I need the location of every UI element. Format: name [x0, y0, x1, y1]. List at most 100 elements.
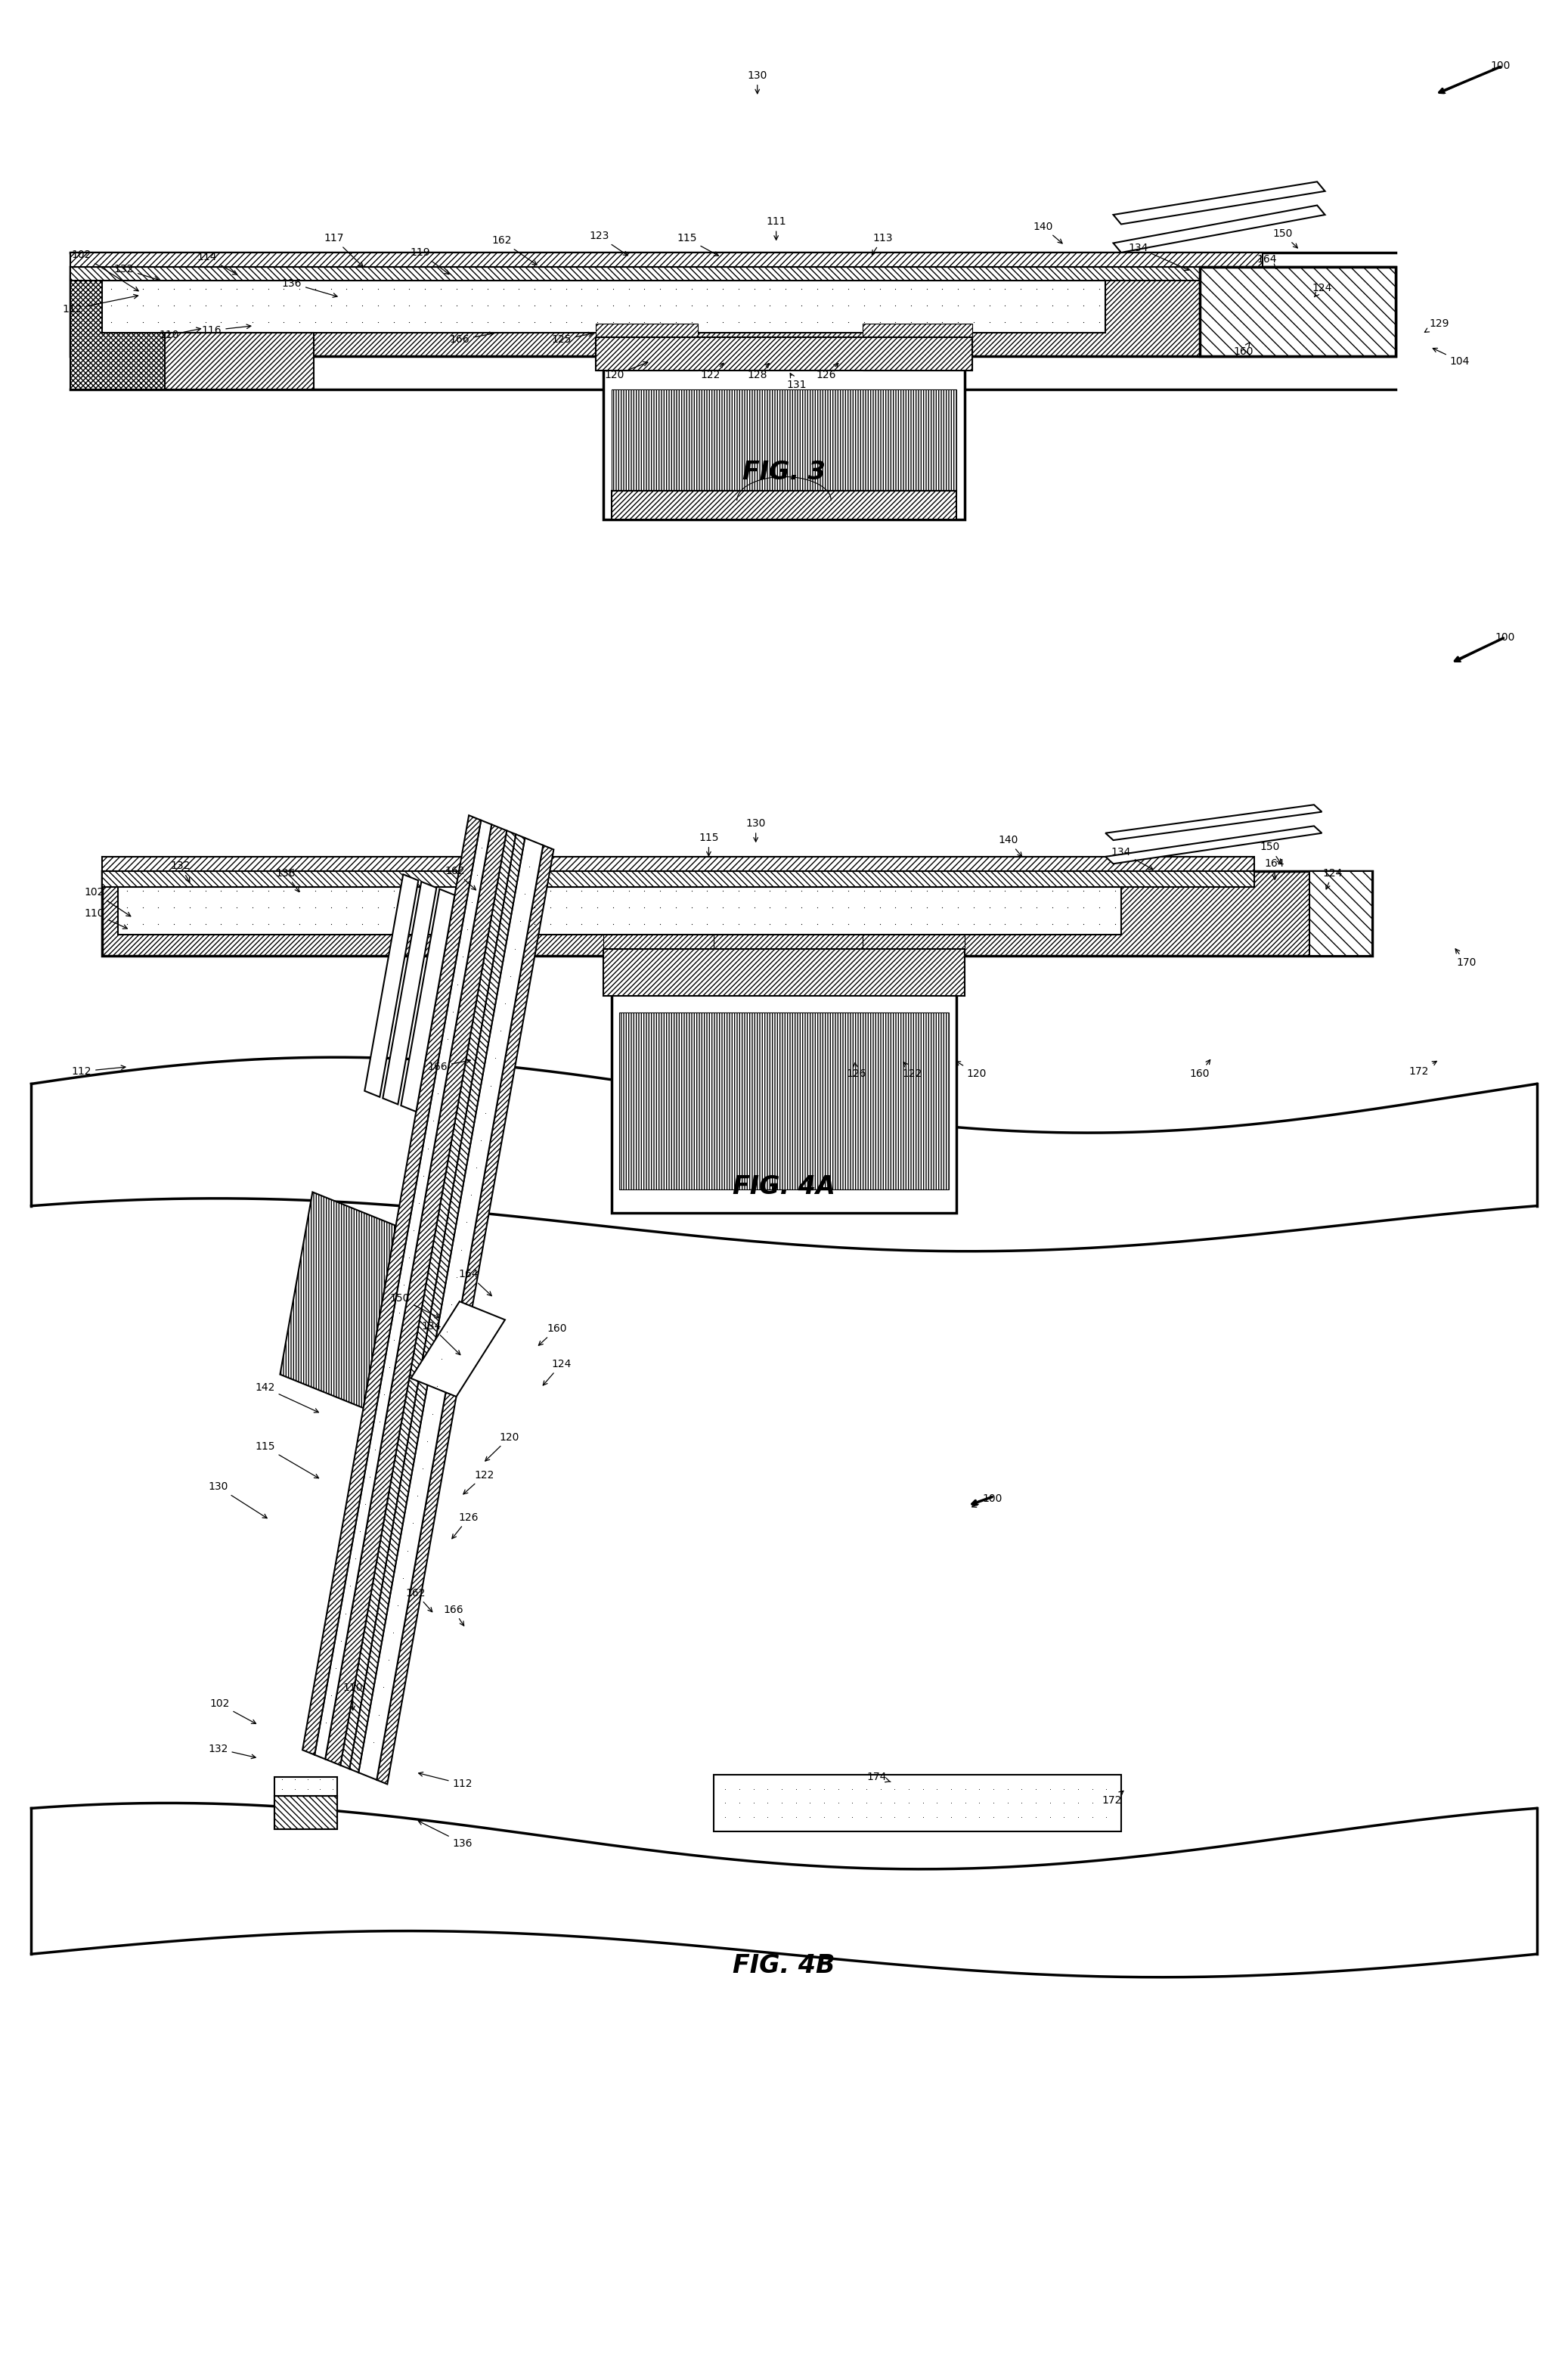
Text: 102: 102	[72, 250, 138, 290]
Polygon shape	[315, 821, 492, 1758]
Text: 115: 115	[699, 833, 718, 857]
Text: 160: 160	[1190, 1060, 1210, 1079]
Polygon shape	[340, 831, 516, 1770]
Text: 129: 129	[1425, 319, 1449, 333]
Polygon shape	[1113, 182, 1325, 224]
Text: 132: 132	[171, 861, 190, 883]
Bar	[1309, 871, 1372, 956]
Text: 123: 123	[590, 231, 627, 255]
Bar	[1200, 267, 1396, 356]
Text: 166: 166	[450, 333, 494, 345]
Polygon shape	[303, 814, 481, 1756]
Text: 162: 162	[492, 236, 536, 264]
Text: 102: 102	[210, 1699, 256, 1723]
Bar	[612, 491, 956, 519]
Bar	[604, 899, 713, 956]
Text: 120: 120	[956, 1062, 986, 1079]
Polygon shape	[1113, 205, 1325, 253]
Text: 160: 160	[538, 1324, 566, 1345]
Text: 150: 150	[390, 1293, 439, 1317]
Text: 122: 122	[701, 363, 724, 380]
Text: 100: 100	[972, 1494, 1002, 1508]
Text: 150: 150	[1261, 843, 1281, 864]
Polygon shape	[411, 1300, 505, 1397]
Text: 164: 164	[459, 1270, 492, 1296]
Text: 132: 132	[209, 1744, 256, 1758]
Text: 164: 164	[1258, 255, 1276, 269]
Text: 126: 126	[452, 1513, 478, 1539]
Text: FIG. 3: FIG. 3	[742, 460, 826, 484]
Bar	[604, 342, 964, 519]
Bar	[596, 323, 698, 371]
Text: 162: 162	[406, 1588, 433, 1612]
Text: 162: 162	[445, 866, 477, 890]
Text: 136: 136	[419, 1822, 472, 1848]
Bar	[71, 267, 1396, 356]
Text: 120: 120	[605, 361, 648, 380]
Bar	[713, 1775, 1121, 1831]
Text: 166: 166	[428, 1060, 470, 1071]
Text: 119: 119	[411, 248, 448, 274]
Text: 125: 125	[552, 333, 593, 345]
Text: 166: 166	[444, 1605, 464, 1626]
Polygon shape	[383, 883, 436, 1104]
Text: 136: 136	[282, 278, 337, 297]
Text: FIG. 4A: FIG. 4A	[732, 1175, 836, 1199]
Bar	[274, 1796, 337, 1829]
Bar	[165, 333, 314, 389]
Text: 172: 172	[1102, 1791, 1123, 1805]
Text: 130: 130	[746, 819, 765, 843]
Text: 164: 164	[1265, 859, 1284, 880]
Text: 110: 110	[85, 909, 127, 930]
Bar	[862, 899, 964, 956]
Bar	[71, 267, 1262, 281]
Text: 131: 131	[787, 373, 806, 389]
Text: 117: 117	[325, 234, 364, 267]
Polygon shape	[365, 873, 419, 1097]
Bar	[102, 871, 1372, 956]
Text: 110: 110	[343, 1683, 362, 1711]
Text: FIG. 4B: FIG. 4B	[732, 1954, 836, 1978]
Text: 172: 172	[1410, 1062, 1436, 1076]
Bar	[1200, 267, 1396, 356]
Bar	[274, 1777, 337, 1796]
Text: 150: 150	[1273, 229, 1298, 248]
Bar	[71, 253, 1262, 267]
Text: 112: 112	[63, 295, 138, 314]
Text: 122: 122	[463, 1470, 494, 1494]
Bar	[118, 887, 1121, 935]
Bar	[102, 871, 1254, 887]
Bar	[102, 857, 1254, 871]
Text: 130: 130	[209, 1482, 267, 1517]
Text: 140: 140	[1033, 222, 1062, 243]
Text: 126: 126	[847, 1062, 866, 1079]
Bar	[102, 281, 1105, 333]
Text: 140: 140	[999, 835, 1022, 857]
Text: 126: 126	[817, 363, 839, 380]
Text: 100: 100	[1457, 632, 1515, 661]
Text: 160: 160	[1234, 342, 1253, 356]
Text: 142: 142	[256, 1383, 318, 1414]
Polygon shape	[359, 838, 543, 1779]
Polygon shape	[281, 1192, 395, 1409]
Text: 124: 124	[543, 1359, 571, 1385]
Polygon shape	[1105, 826, 1322, 864]
Polygon shape	[350, 833, 525, 1772]
Polygon shape	[325, 824, 506, 1765]
Text: 104: 104	[1433, 349, 1469, 366]
Text: 122: 122	[903, 1062, 922, 1079]
Text: 170: 170	[1455, 949, 1475, 968]
Text: 115: 115	[256, 1442, 318, 1477]
Bar	[862, 323, 972, 371]
Text: 114: 114	[198, 253, 237, 274]
Text: 116: 116	[202, 323, 251, 335]
Bar	[596, 337, 972, 371]
Bar	[71, 276, 165, 389]
Text: 134: 134	[1129, 243, 1189, 271]
Text: 112: 112	[72, 1064, 125, 1076]
Text: 130: 130	[748, 71, 767, 94]
Text: 112: 112	[419, 1772, 472, 1789]
Text: 120: 120	[485, 1433, 519, 1461]
Text: 111: 111	[767, 217, 786, 241]
Text: 124: 124	[1323, 868, 1342, 890]
